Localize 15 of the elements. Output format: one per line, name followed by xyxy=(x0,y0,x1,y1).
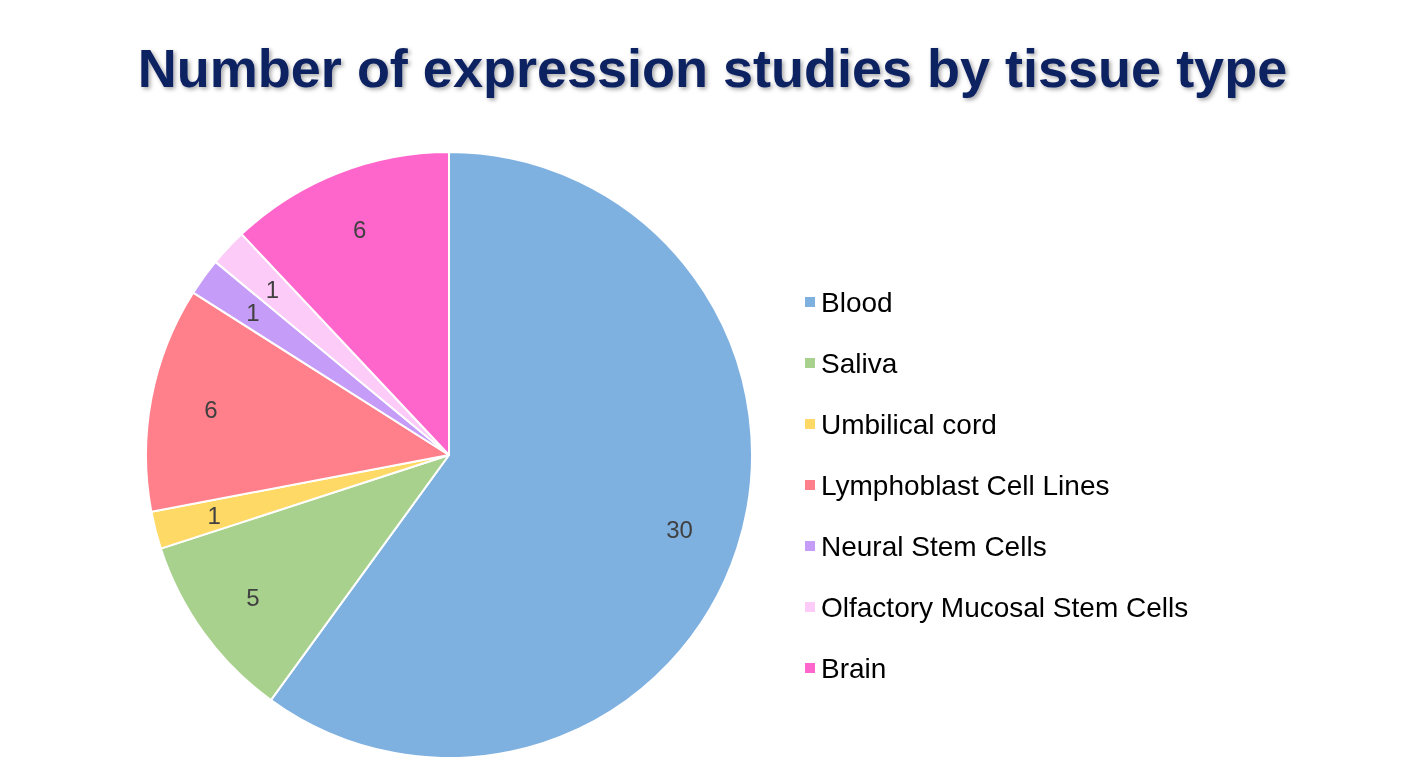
legend-label: Lymphoblast Cell Lines xyxy=(821,469,1110,501)
data-label: 1 xyxy=(265,275,279,303)
legend-label: Umbilical cord xyxy=(821,408,997,440)
legend-label: Blood xyxy=(821,286,893,318)
data-label: 1 xyxy=(207,501,221,529)
legend-label: Neural Stem Cells xyxy=(821,530,1047,562)
data-label: 30 xyxy=(666,516,693,544)
data-label: 1 xyxy=(246,299,260,327)
data-label: 6 xyxy=(204,396,218,424)
legend-label: Olfactory Mucosal Stem Cells xyxy=(821,591,1189,623)
legend-label: Brain xyxy=(821,652,887,684)
data-label: 6 xyxy=(353,216,367,244)
legend-label: Saliva xyxy=(821,347,898,379)
data-label: 5 xyxy=(246,583,260,611)
chart-title: Number of expression studies by tissue type xyxy=(137,38,1288,98)
